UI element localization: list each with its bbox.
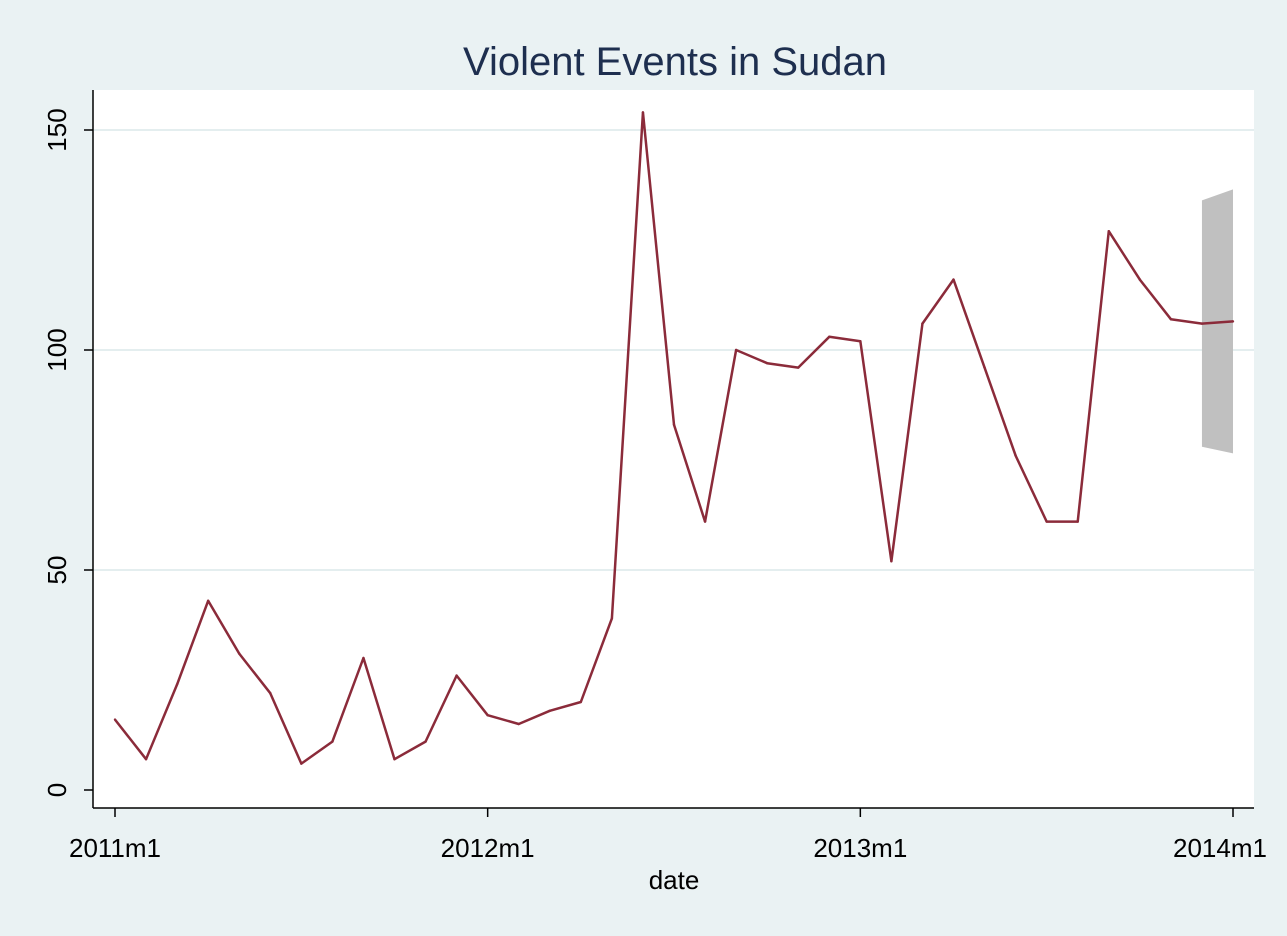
data-point [1014,454,1017,457]
data-point [1107,230,1110,233]
data-point [765,362,769,365]
data-point [1200,322,1204,325]
gridlines [93,129,1254,571]
series-layer [113,111,1235,765]
data-point [113,718,117,721]
data-point [175,683,179,686]
data-point [1076,520,1079,523]
data-point [983,366,986,369]
data-point [517,722,520,726]
data-point [238,652,241,655]
data-point [952,278,955,281]
data-point [890,560,893,563]
data-point [672,423,676,426]
data-point [1231,320,1235,323]
data-point [206,599,210,602]
data-point [548,709,551,712]
data-point [424,740,427,743]
data-point [828,335,831,338]
data-point [859,340,862,343]
plot-area [93,90,1254,808]
chart-title: Violent Events in Sudan [463,40,887,84]
data-point [797,366,800,369]
y-tick-label: 0 [42,783,72,797]
data-point [1138,278,1142,281]
x-tick-label: 2013m1 [813,833,907,863]
data-point [734,348,738,352]
y-tick-label: 100 [42,328,72,371]
data-point [1045,520,1048,523]
axes [92,90,1254,809]
y-tick-label: 50 [42,556,72,585]
x-tick-label: 2011m1 [69,833,161,863]
data-point [144,758,148,761]
data-point [921,322,924,325]
data-point [269,692,272,695]
y-axis-ticks: 0 50 100 150 [42,108,93,797]
y-tick-label: 150 [42,108,72,151]
data-point [300,762,303,765]
data-point [486,714,489,717]
data-point [393,758,396,761]
x-axis-label: date [649,865,700,895]
x-tick-label: 2014m1 [1173,833,1267,863]
x-axis-ticks: 2011m1 2012m1 2013m1 2014m1 [69,808,1267,863]
data-point [331,740,334,743]
data-point [1169,318,1173,321]
data-point [579,700,583,704]
data-point [641,111,645,114]
data-point [362,656,365,660]
data-point [703,520,707,523]
data-point [610,617,614,620]
data-point [455,674,458,677]
x-tick-label: 2012m1 [441,833,535,863]
